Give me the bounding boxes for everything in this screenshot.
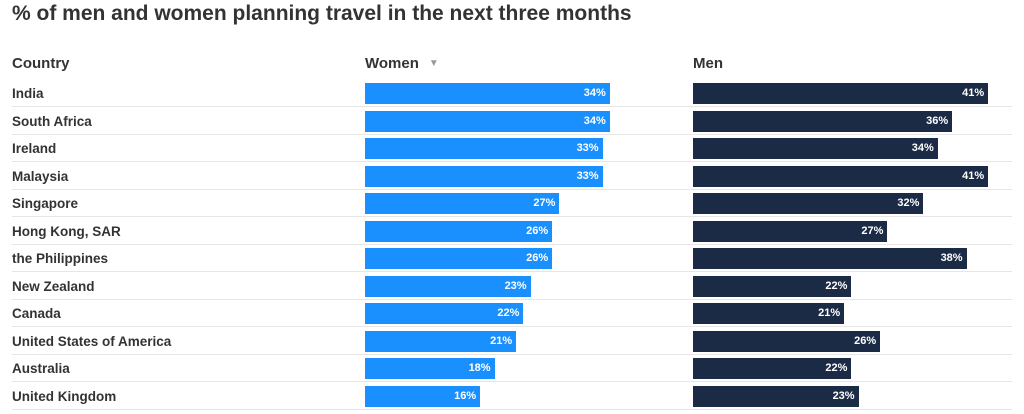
men-bar[interactable]: 38% (693, 248, 967, 269)
women-bar-value-label: 23% (504, 279, 527, 292)
country-label: Hong Kong, SAR (12, 223, 121, 239)
column-header-women[interactable]: Women ▼ (365, 55, 439, 72)
row-divider (12, 326, 1012, 327)
table-row: South Africa 34% 36% (0, 108, 1024, 135)
country-label: Singapore (12, 196, 79, 211)
table-row: Canada 22% 21% (0, 300, 1024, 327)
column-header-women-label: Women (365, 55, 419, 72)
women-bar-value-label: 26% (526, 224, 549, 237)
men-bar-value-label: 23% (832, 389, 855, 402)
women-bar-value-label: 22% (497, 307, 520, 319)
men-bar[interactable]: 32% (693, 193, 924, 214)
women-bar-value-label: 33% (576, 169, 599, 182)
row-divider (12, 353, 1012, 355)
women-bar[interactable]: 18% (365, 358, 495, 379)
table-row: Australia 18% 22% (0, 355, 1024, 382)
men-bar-value-label: 22% (825, 362, 848, 374)
women-bar[interactable]: 26% (365, 220, 553, 242)
men-bar[interactable]: 36% (693, 110, 953, 132)
men-bar-value-label: 41% (962, 87, 985, 99)
country-label: South Africa (12, 113, 92, 129)
table-row: United Kingdom 16% 23% (0, 383, 1024, 410)
men-bar[interactable]: 22% (693, 358, 852, 379)
women-bar[interactable]: 33% (365, 138, 603, 159)
column-header-country[interactable]: Country (12, 55, 70, 72)
men-bar[interactable]: 34% (693, 138, 938, 159)
table-row: Singapore 27% 32% (0, 190, 1024, 217)
row-divider (12, 271, 1012, 272)
women-bar-value-label: 34% (583, 114, 606, 127)
table-row: India 34% 41% (0, 80, 1024, 107)
women-bar[interactable]: 27% (365, 193, 560, 214)
men-bar-value-label: 21% (818, 307, 841, 319)
women-bar-value-label: 18% (468, 362, 491, 374)
women-bar-value-label: 33% (576, 142, 599, 154)
men-bar-value-label: 36% (926, 114, 949, 127)
row-divider (12, 408, 1012, 410)
women-bar[interactable]: 23% (365, 275, 531, 297)
country-label: United Kingdom (12, 388, 117, 404)
men-bar-value-label: 38% (940, 252, 963, 264)
men-bar[interactable]: 23% (693, 385, 859, 407)
men-bar-value-label: 32% (897, 197, 920, 209)
country-label: New Zealand (12, 278, 95, 294)
column-header-men[interactable]: Men (693, 55, 723, 72)
men-bar[interactable]: 41% (693, 83, 989, 104)
sort-descending-icon[interactable]: ▼ (428, 58, 439, 69)
row-divider (12, 243, 1012, 245)
table-row: Malaysia 33% 41% (0, 163, 1024, 190)
row-divider (12, 216, 1012, 217)
men-bar[interactable]: 27% (693, 220, 888, 242)
table-row: the Philippines 26% 38% (0, 245, 1024, 272)
country-label: Malaysia (12, 168, 69, 184)
country-label: Ireland (12, 141, 57, 156)
men-bar[interactable]: 26% (693, 330, 881, 352)
country-label: Australia (12, 361, 70, 376)
men-bar[interactable]: 21% (693, 303, 845, 324)
men-bar-value-label: 22% (825, 279, 848, 292)
men-bar[interactable]: 22% (693, 275, 852, 297)
men-bar[interactable]: 41% (693, 165, 989, 187)
men-bar-value-label: 41% (962, 169, 985, 182)
country-label: United States of America (12, 333, 172, 349)
table-row: Ireland 33% 34% (0, 135, 1024, 162)
row-divider (12, 106, 1012, 107)
women-bar-value-label: 16% (454, 389, 477, 402)
table-row: Hong Kong, SAR 26% 27% (0, 218, 1024, 245)
row-divider (12, 133, 1012, 135)
women-bar[interactable]: 21% (365, 330, 517, 352)
row-divider (12, 161, 1012, 162)
row-divider (12, 188, 1012, 190)
women-bar[interactable]: 34% (365, 110, 610, 132)
country-label: the Philippines (12, 251, 109, 266)
table-row: United States of America 21% 26% (0, 328, 1024, 355)
men-bar-value-label: 26% (854, 334, 877, 347)
table-row: New Zealand 23% 22% (0, 273, 1024, 300)
women-bar-value-label: 26% (526, 252, 549, 264)
women-bar[interactable]: 34% (365, 83, 610, 104)
women-bar-value-label: 27% (533, 197, 556, 209)
country-label: Canada (12, 306, 61, 321)
chart-title: % of men and women planning travel in th… (12, 2, 632, 25)
country-label: India (12, 86, 44, 101)
men-bar-value-label: 27% (861, 224, 884, 237)
row-divider (12, 298, 1012, 300)
women-bar[interactable]: 26% (365, 248, 553, 269)
men-bar-value-label: 34% (911, 142, 934, 154)
women-bar[interactable]: 33% (365, 165, 603, 187)
women-bar[interactable]: 22% (365, 303, 524, 324)
women-bar[interactable]: 16% (365, 385, 481, 407)
row-divider (12, 381, 1012, 382)
women-bar-value-label: 34% (583, 87, 606, 99)
women-bar-value-label: 21% (490, 334, 513, 347)
